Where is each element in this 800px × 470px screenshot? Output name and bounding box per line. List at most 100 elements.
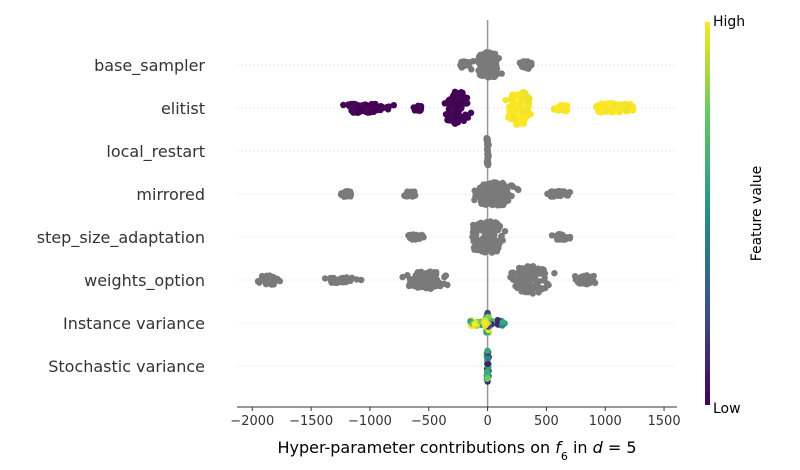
beeswarm-point [497,201,504,209]
beeswarm-point [363,106,371,113]
beeswarm-point [512,92,520,99]
feature-label: local_restart [106,142,205,162]
beeswarm-point [494,317,502,324]
beeswarm-point [524,112,532,119]
beeswarm-point [471,235,478,242]
beeswarm-point [508,192,515,200]
beeswarm-point [348,104,356,111]
beeswarm-point [484,355,491,362]
x-tick-label: −500 [411,414,447,429]
beeswarm-point [475,192,482,199]
beeswarm-point [518,59,526,66]
beeswarm-point [481,66,488,74]
x-ticks: −2000 −1500 −1000 −500 0 500 1000 1500 [230,407,681,429]
x-tick-label: 0 [483,414,491,429]
beeswarm-point [428,279,435,287]
colorbar: High Low Feature value [705,14,765,417]
beeswarm-point [416,235,423,242]
beeswarm-point [340,101,347,109]
beeswarm-point [610,102,617,110]
beeswarm-point [555,190,562,197]
beeswarm-point [535,289,542,296]
beeswarm-point [541,274,548,282]
beeswarm-point [411,233,418,241]
x-tick-label: −2000 [230,414,274,429]
feature-label: base_sampler [94,56,205,76]
beeswarm-point [441,273,448,281]
beeswarm-point [477,198,485,206]
beeswarm-point [551,270,558,277]
beeswarm-point [418,272,425,279]
x-tick-label: −1000 [348,414,392,429]
beeswarm-point [507,182,515,189]
beeswarm-point [486,73,493,81]
beeswarm-point [418,278,426,285]
x-tick-label: 500 [534,414,559,429]
beeswarm-point [554,236,561,243]
beeswarm-point [482,239,490,246]
beeswarm-point [343,188,350,195]
feature-label: step_size_adaptation [37,228,205,248]
beeswarm-point [499,319,506,326]
beeswarm-point [402,193,410,200]
beeswarm-point [560,234,568,242]
beeswarm-point [471,196,478,204]
beeswarm-point [558,106,565,114]
beeswarm-point [411,188,418,195]
feature-label: Stochastic variance [48,357,205,376]
beeswarm-point [502,198,509,205]
beeswarm-point [412,106,420,113]
beeswarm-point [409,282,416,289]
beeswarm-point [449,92,457,100]
beeswarm-point [481,319,488,326]
beeswarm-point [372,102,379,110]
beeswarm-point [454,100,462,107]
beeswarm-point [590,278,597,286]
beeswarm-point [464,99,471,107]
colorbar-gradient [705,22,710,405]
beeswarm-point [623,106,630,114]
beeswarm-point [390,102,397,109]
beeswarm-point [441,100,448,107]
beeswarm-point [533,278,540,286]
beeswarm-point [519,108,526,116]
beeswarm-point [604,101,611,109]
beeswarm-point [461,113,468,120]
beeswarm-point [564,192,572,199]
beeswarm-point [457,89,465,96]
beeswarm-point [528,287,535,295]
beeswarm-point [478,58,486,65]
beeswarm-point [321,275,329,282]
beeswarm-point [471,321,478,328]
x-tick-label: 1000 [589,414,622,429]
beeswarm-point [595,108,603,116]
feature-label: Instance variance [63,314,205,333]
beeswarm-point [404,272,411,279]
beeswarm-point [514,185,521,193]
colorbar-low-label: Low [713,401,741,417]
beeswarm-point [530,266,537,273]
beeswarm-point [498,180,505,187]
beeswarm-point [515,275,522,282]
beeswarm-point [482,201,489,208]
beeswarm-point [513,119,521,127]
beeswarm-point [424,272,432,279]
beeswarm-point [262,279,270,286]
beeswarm-point [383,103,391,111]
beeswarm-point [484,155,491,162]
beeswarm-point [490,68,497,75]
colorbar-title: Feature value [749,166,765,262]
beeswarm-point [256,279,263,286]
beeswarm-point [484,347,491,354]
beeswarm-point [484,360,491,367]
beeswarm-point [327,274,334,282]
beeswarm-point [538,268,546,275]
beeswarm-point [484,151,491,158]
feature-label: elitist [161,99,205,118]
beeswarm-point [399,273,406,281]
beeswarm-point [470,221,477,229]
beeswarm-point [460,58,467,65]
beeswarm-point [495,244,502,252]
beeswarm-point [272,277,280,284]
